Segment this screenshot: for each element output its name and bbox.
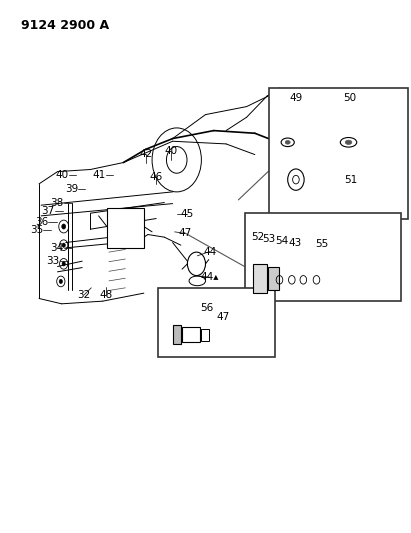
Text: 47: 47 (178, 229, 192, 238)
Text: 37: 37 (42, 206, 55, 216)
Bar (201, 329, 209, 341)
Bar (182, 327, 200, 342)
Text: 44: 44 (203, 247, 216, 256)
Text: 34: 34 (51, 243, 64, 253)
Text: 55: 55 (315, 239, 328, 249)
Text: 43: 43 (289, 238, 302, 247)
Circle shape (59, 279, 62, 284)
Text: 50: 50 (343, 93, 356, 103)
Text: 47: 47 (216, 312, 229, 322)
Bar (173, 325, 181, 344)
Bar (245, 213, 401, 301)
Text: 38: 38 (51, 198, 64, 207)
Text: 45: 45 (180, 209, 194, 219)
Circle shape (62, 224, 66, 229)
Text: 41: 41 (93, 170, 106, 180)
Text: 33: 33 (46, 256, 60, 266)
Text: 39: 39 (65, 184, 78, 194)
Bar (253, 264, 267, 293)
Text: 51: 51 (344, 175, 358, 184)
Text: 46: 46 (150, 172, 163, 182)
Circle shape (62, 262, 65, 266)
Circle shape (62, 243, 65, 247)
Ellipse shape (345, 140, 352, 144)
Text: 54: 54 (275, 236, 288, 246)
Text: 36: 36 (35, 217, 48, 227)
Bar (268, 266, 279, 290)
Text: 42: 42 (139, 149, 152, 158)
Text: 32: 32 (78, 290, 91, 300)
Bar (269, 88, 408, 219)
Text: 9124 2900 A: 9124 2900 A (21, 19, 109, 31)
Bar (107, 208, 144, 248)
Text: 40: 40 (164, 146, 177, 156)
Ellipse shape (285, 141, 290, 144)
Text: 44▴: 44▴ (200, 272, 219, 282)
Text: 56: 56 (200, 303, 213, 313)
Text: 48: 48 (99, 290, 113, 300)
Text: 35: 35 (30, 225, 43, 235)
Text: 40: 40 (56, 170, 69, 180)
Bar (158, 288, 275, 357)
Text: 49: 49 (289, 93, 302, 103)
Text: 52: 52 (252, 232, 265, 241)
Text: 53: 53 (263, 234, 276, 244)
